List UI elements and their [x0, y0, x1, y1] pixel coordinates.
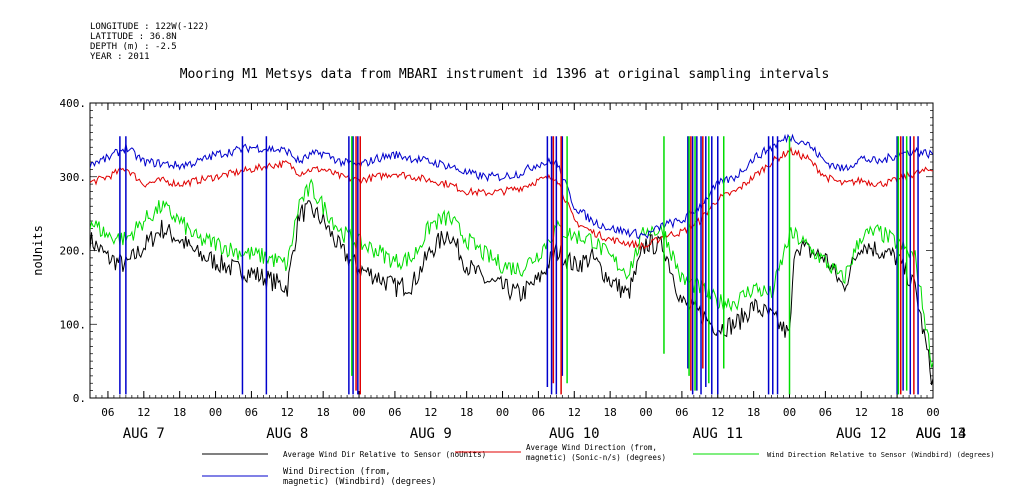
x-tick-label: 12 [281, 406, 294, 419]
x-date-label: AUG 9 [410, 426, 452, 442]
x-tick-label: 12 [424, 406, 437, 419]
series-line [90, 178, 933, 368]
y-tick-label: 200. [60, 245, 87, 258]
x-tick-label: 00 [639, 406, 652, 419]
longitude-label: LONGITUDE : 122W(-122) [90, 22, 210, 32]
x-date-label: AUG 7 [123, 426, 165, 442]
legend-label: Average Wind Direction (from, [526, 443, 657, 452]
x-date-label: AUG 11 [692, 426, 743, 442]
x-tick-label: 00 [209, 406, 222, 419]
x-date-label: AUG 13 [916, 426, 967, 442]
x-date-label: AUG 8 [266, 426, 308, 442]
x-tick-label: 06 [819, 406, 832, 419]
y-tick-label: 100. [60, 318, 87, 331]
x-tick-label: 18 [891, 406, 904, 419]
legend-label: magnetic) (Windbird) (degrees) [283, 477, 437, 487]
x-tick-label: 18 [317, 406, 330, 419]
x-tick-label: 06 [532, 406, 545, 419]
y-tick-label: 400. [60, 97, 87, 110]
series-line [90, 200, 933, 386]
x-tick-label: 00 [352, 406, 365, 419]
x-tick-label: 00 [496, 406, 509, 419]
x-date-label: AUG 10 [549, 426, 600, 442]
x-tick-label: 06 [675, 406, 688, 419]
series-line [90, 146, 933, 251]
x-tick-label: 12 [568, 406, 581, 419]
x-tick-label: 18 [604, 406, 617, 419]
x-tick-label: 12 [137, 406, 150, 419]
x-tick-label: 18 [460, 406, 473, 419]
legend-label: Wind Direction (from, [283, 467, 390, 477]
plot-frame [89, 102, 934, 399]
legend-label: magnetic) (Sonic-n/s) (degrees) [526, 453, 666, 462]
y-axis-label: noUnits [31, 225, 45, 276]
latitude-label: LATITUDE : 36.8N [90, 32, 177, 42]
x-date-label: AUG 14 [916, 426, 967, 442]
x-tick-label: 06 [388, 406, 401, 419]
x-date-label: AUG 12 [836, 426, 887, 442]
chart-title: Mooring M1 Metsys data from MBARI instru… [179, 67, 830, 82]
x-tick-label: 06 [245, 406, 258, 419]
legend-label: Average Wind Dir Relative to Sensor (noU… [283, 450, 486, 459]
x-tick-label: 00 [783, 406, 796, 419]
legend-label: Wind Direction Relative to Sensor (Windb… [767, 451, 995, 459]
depth-label: DEPTH (m) : -2.5 [90, 42, 177, 52]
x-tick-label: 00 [926, 406, 939, 419]
x-tick-label: 12 [711, 406, 724, 419]
x-tick-label: 12 [855, 406, 868, 419]
x-tick-label: 18 [173, 406, 186, 419]
series-line [90, 133, 933, 240]
y-tick-label: 0. [73, 392, 86, 405]
y-tick-label: 300. [60, 171, 87, 184]
year-label: YEAR : 2011 [90, 52, 150, 62]
x-tick-label: 18 [747, 406, 760, 419]
x-tick-label: 06 [101, 406, 114, 419]
